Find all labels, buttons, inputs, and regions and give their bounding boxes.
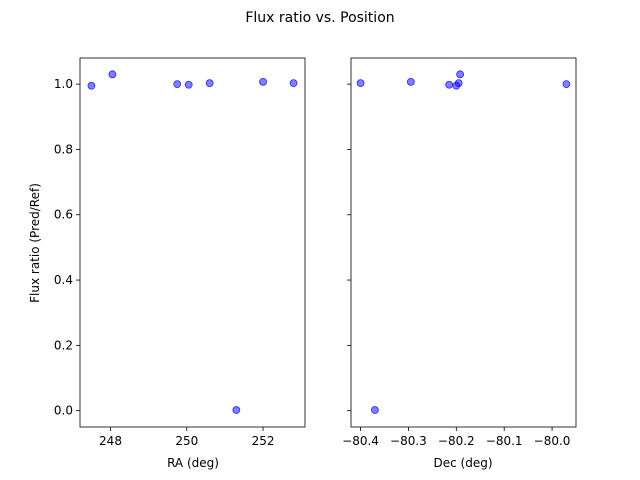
- ra-y-tick-label: 0.4: [54, 273, 73, 287]
- dec-data-point: [454, 79, 463, 88]
- ra-x-tick-label: 248: [99, 434, 122, 448]
- ra-x-tick-label: 252: [252, 434, 275, 448]
- ra-y-tick-label: 0.0: [54, 404, 73, 418]
- ra-axes-frame: [79, 57, 306, 428]
- dec-x-tick-label: −80.0: [534, 434, 571, 448]
- flux-ratio-axis-label: Flux ratio (Pred/Ref): [28, 183, 42, 303]
- dec-data-point: [456, 70, 465, 79]
- ra-data-point: [289, 79, 298, 88]
- ra-y-tick-label: 0.6: [54, 208, 73, 222]
- dec-x-tick-label: −80.2: [438, 434, 475, 448]
- ra-data-point: [173, 80, 182, 89]
- ra-x-tick-label: 250: [175, 434, 198, 448]
- dec-panel: Dec (deg) −80.4 −80.3 −80.2 −80.1 −80.0: [342, 57, 577, 470]
- chart-title: Flux ratio vs. Position: [245, 10, 394, 26]
- dec-data-point: [356, 79, 365, 88]
- dec-data-point: [406, 77, 415, 86]
- ra-data-point: [108, 70, 117, 79]
- ra-data-point: [259, 77, 267, 86]
- dec-axes-frame: [350, 57, 577, 428]
- ra-data-point: [205, 79, 214, 88]
- dec-data-point: [445, 80, 454, 89]
- ra-y-tick-label: 0.2: [54, 338, 73, 352]
- ra-y-tick-label: 0.8: [54, 142, 73, 156]
- ra-panel: RA (deg) Flux ratio (Pred/Ref) 248 250 252…: [28, 57, 306, 470]
- dec-x-tick-label: −80.3: [390, 434, 427, 448]
- ra-axis-label: RA (deg): [167, 456, 219, 470]
- dec-axis-label: Dec (deg): [433, 456, 492, 470]
- ra-data-point: [184, 80, 193, 89]
- dec-x-tick-label: −80.1: [486, 434, 523, 448]
- ra-data-point: [87, 81, 96, 90]
- ra-data-point: [232, 406, 241, 414]
- dec-data-point: [371, 406, 379, 414]
- ra-y-tick-label: 1.0: [54, 77, 73, 91]
- dec-data-point: [562, 80, 571, 89]
- dec-x-tick-label: −80.4: [342, 434, 379, 448]
